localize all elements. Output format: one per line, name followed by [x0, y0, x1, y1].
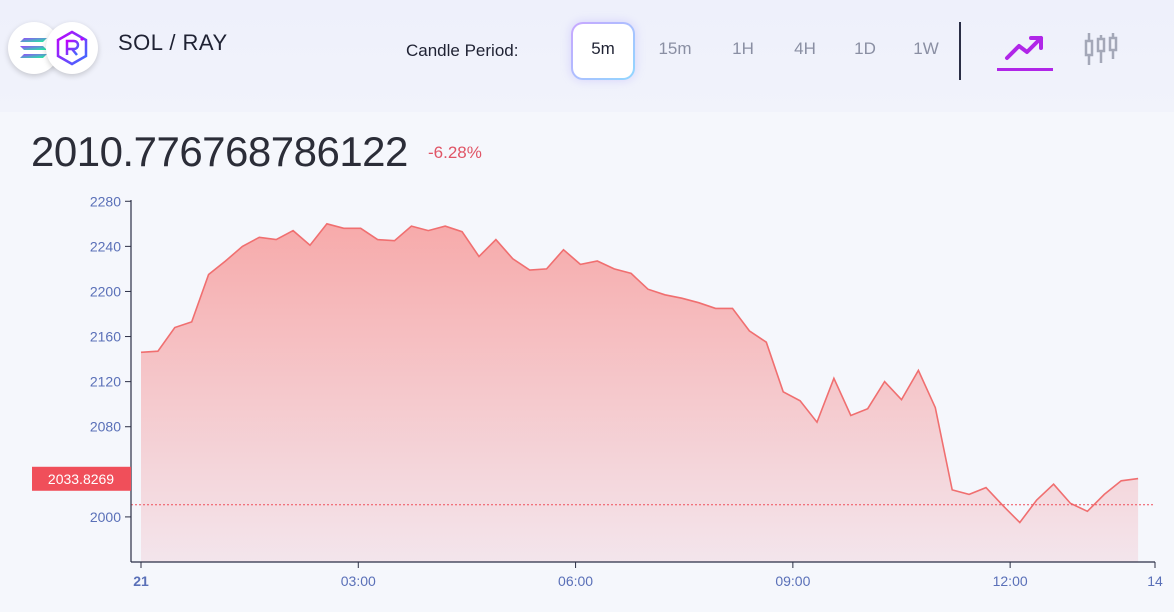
price-area-chart: 2280 2240 2200 2160 2120 2080 2000 21 03:00 06:00… — [32, 193, 1163, 589]
x-tick-label: 03:00 — [341, 573, 376, 589]
candlestick-chart-button[interactable] — [1078, 22, 1124, 76]
price-area-fill — [141, 223, 1139, 563]
line-chart-icon — [1005, 36, 1043, 60]
x-tick-label: 09:00 — [775, 573, 810, 589]
y-tick-label: 2200 — [90, 283, 121, 299]
y-tick-label: 2120 — [90, 374, 121, 390]
current-price-tag-label: 2033.8269 — [48, 471, 114, 487]
y-tick-label: 2240 — [90, 238, 121, 254]
x-tick-label: 21 — [133, 573, 149, 589]
price-line — [140, 222, 1139, 524]
period-15m-button[interactable]: 15m — [658, 39, 692, 58]
line-chart-button[interactable] — [997, 22, 1053, 76]
x-tick-label: 12:00 — [993, 573, 1028, 589]
pair-title: SOL / RAY — [118, 30, 228, 55]
y-tick-label: 2280 — [90, 193, 121, 209]
period-1h-button[interactable]: 1H — [732, 39, 754, 58]
y-tick-label: 2080 — [90, 419, 121, 435]
y-tick-label: 2000 — [90, 509, 121, 525]
current-price: 2010.776768786122 — [31, 128, 408, 175]
period-1w-button[interactable]: 1W — [913, 39, 939, 58]
x-tick-label: 06:00 — [558, 573, 593, 589]
y-tick-label: 2160 — [90, 329, 121, 345]
toolbar-divider — [959, 22, 961, 80]
chart-header: SOL / RAY Candle Period: 5m 15m 1H 4H 1D… — [0, 0, 1174, 112]
period-1d-button[interactable]: 1D — [854, 39, 876, 58]
candlestick-icon — [1084, 33, 1118, 65]
period-4h-button[interactable]: 4H — [794, 39, 816, 58]
raydium-icon — [46, 22, 98, 74]
active-view-underline — [997, 68, 1053, 71]
current-price-tag — [32, 466, 131, 491]
candle-period-label: Candle Period: — [406, 41, 519, 60]
x-tick-label: 14 — [1147, 573, 1163, 589]
period-5m-button[interactable]: 5m — [571, 22, 635, 80]
price-change-percent: -6.28% — [428, 143, 482, 162]
